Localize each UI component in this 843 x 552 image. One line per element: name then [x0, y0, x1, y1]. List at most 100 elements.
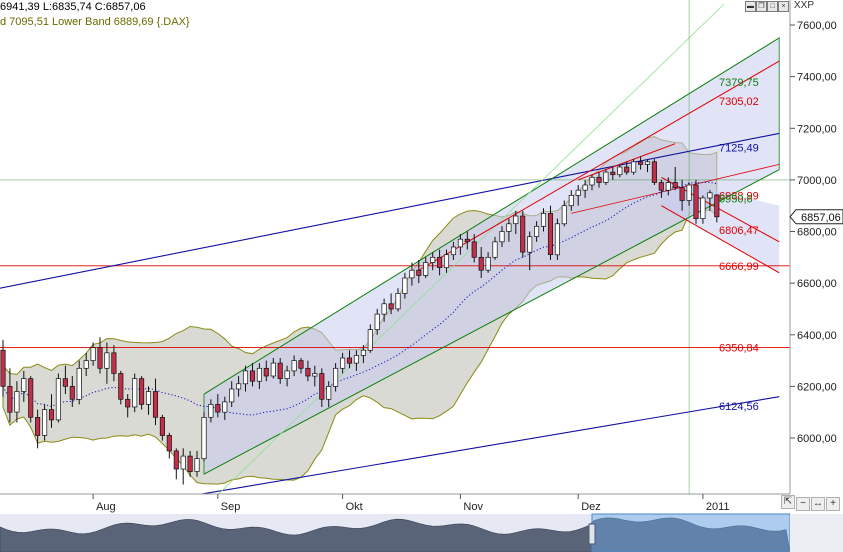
candle-body	[48, 409, 55, 421]
candle-body	[589, 176, 595, 186]
candle	[714, 194, 720, 223]
candle-body	[471, 241, 477, 258]
candle-body	[42, 409, 48, 436]
level-label: 6350,84	[719, 342, 759, 354]
candle-body	[547, 213, 554, 256]
restore-icon[interactable]: ❒	[756, 1, 767, 12]
candle-body	[492, 241, 498, 258]
candle-body	[291, 360, 297, 372]
candle	[499, 226, 505, 247]
candle-body	[201, 417, 207, 460]
candle-body	[582, 184, 588, 191]
resize-icon[interactable]: ⇱	[781, 495, 795, 509]
red-trendline	[418, 60, 780, 271]
candle-body	[707, 192, 713, 199]
zoom-out-icon[interactable]: −	[796, 497, 810, 511]
candle	[90, 342, 96, 366]
candle-body	[360, 349, 366, 356]
candle	[62, 365, 68, 395]
candle	[624, 161, 630, 175]
candle	[326, 381, 332, 407]
candle	[603, 169, 609, 185]
price-tick-label: 6600,00	[797, 278, 837, 290]
candle-body	[658, 182, 664, 191]
candle	[561, 200, 567, 227]
candle	[7, 368, 13, 423]
price-tick-label: 7400,00	[797, 72, 837, 84]
candle-body	[478, 256, 484, 271]
candle-body	[346, 357, 353, 364]
blue-trendline-upper	[0, 132, 780, 289]
fit-icon[interactable]: ↔	[811, 497, 825, 511]
candle-body	[249, 370, 256, 382]
candle	[215, 394, 221, 418]
blue-trendline-lower	[196, 396, 780, 496]
candle	[395, 288, 401, 312]
candle-body	[499, 231, 505, 243]
candle-body	[236, 383, 242, 390]
candle-body	[166, 435, 172, 452]
candle-body	[534, 225, 540, 237]
candle-body	[28, 378, 34, 418]
candle	[208, 399, 214, 423]
level-label: 6806,47	[719, 225, 759, 237]
candle	[443, 249, 450, 273]
candle	[28, 376, 34, 423]
candle-body	[35, 417, 41, 436]
candle-body	[83, 360, 89, 369]
time-tick-label: 2011	[706, 501, 730, 513]
candle-body	[319, 373, 325, 400]
candle-body	[443, 254, 450, 268]
time-axis-bg	[0, 494, 790, 514]
candle	[631, 159, 637, 175]
candle-body	[665, 182, 671, 191]
candle	[42, 404, 48, 441]
candle-body	[21, 378, 27, 392]
close-icon[interactable]: ×	[778, 1, 789, 12]
candle-body	[513, 215, 519, 225]
candle-body	[159, 417, 165, 436]
candle	[520, 210, 526, 258]
maximize-icon[interactable]: □	[767, 1, 778, 12]
candle-body	[714, 194, 720, 218]
candle	[249, 363, 256, 387]
candle-body	[506, 223, 512, 232]
light-green-fan-line	[217, 4, 724, 496]
candle	[665, 177, 671, 196]
candle	[672, 167, 678, 191]
candle-body	[603, 171, 609, 183]
candle-body	[111, 352, 117, 374]
candle	[236, 376, 242, 397]
candle-body	[312, 373, 318, 377]
candle-body	[367, 329, 373, 351]
candle	[83, 352, 89, 377]
candle	[596, 172, 602, 188]
candle-body	[610, 171, 616, 176]
candle	[492, 236, 498, 260]
candle	[340, 352, 346, 374]
candle-body	[145, 391, 152, 405]
candle-body	[596, 176, 602, 183]
zoom-in-icon[interactable]: +	[826, 497, 840, 511]
candle-body	[402, 277, 408, 294]
candle-body	[104, 352, 110, 369]
minimize-icon[interactable]: ▬	[745, 1, 756, 12]
candle	[534, 221, 540, 242]
candle-body	[333, 367, 339, 387]
price-tick-label: 7600,00	[797, 20, 837, 32]
candle-body	[423, 262, 429, 276]
candle-body	[215, 404, 221, 413]
candle-body	[132, 378, 138, 408]
candle-body	[256, 367, 262, 382]
candle-body	[575, 189, 581, 196]
candle	[471, 234, 477, 263]
candle-body	[693, 184, 699, 219]
candle	[457, 234, 463, 255]
time-axis: Aug Sep Okt Nov Dez 2011	[0, 493, 790, 514]
candle	[180, 448, 186, 485]
overview-navigator[interactable]	[0, 513, 843, 552]
candle	[554, 218, 560, 260]
time-tick-label: Dez	[581, 501, 601, 513]
